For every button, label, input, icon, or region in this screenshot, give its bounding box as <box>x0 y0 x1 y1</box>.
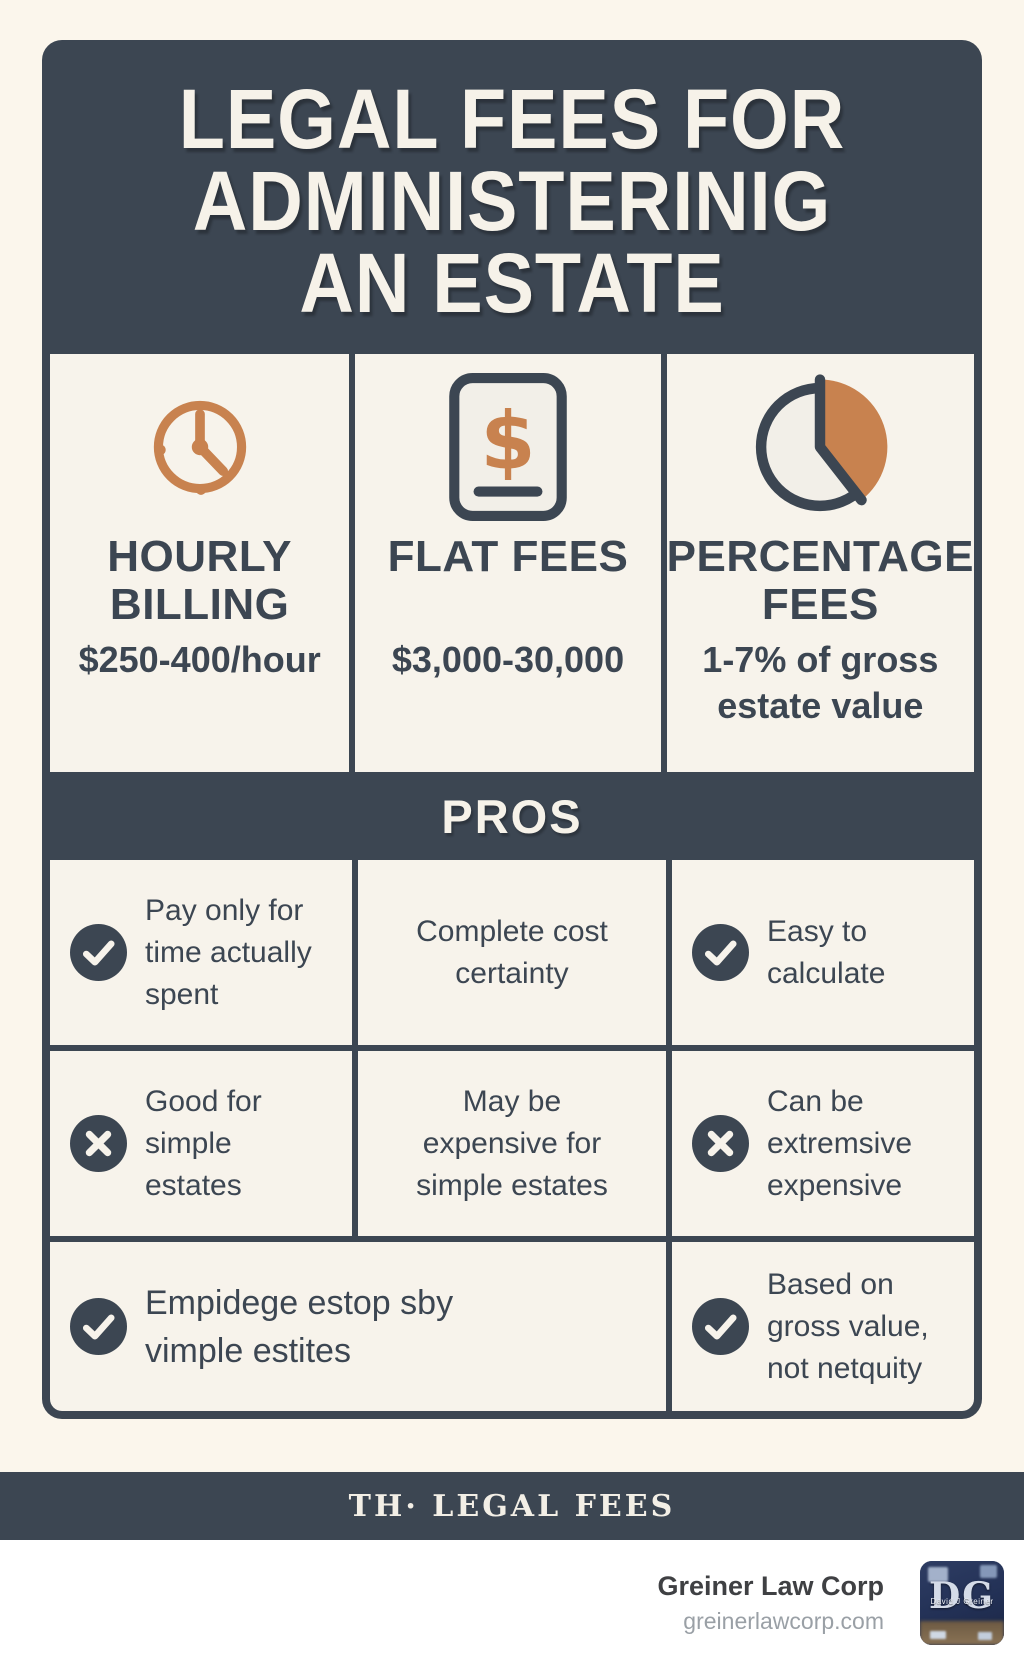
logo-monogram: DG <box>929 1575 995 1617</box>
attribution-text: Greiner Law Corp greinerlawcorp.com <box>657 1570 884 1636</box>
company-name: Greiner Law Corp <box>657 1571 884 1601</box>
cell-text: Complete cost certainty <box>416 914 608 990</box>
fee-name: PERCENTAGE FEES <box>666 532 974 629</box>
dollar-document-icon: $ <box>447 364 569 529</box>
check-circle-icon <box>70 1298 127 1355</box>
grid-cell-percentage-con: May be expensive for simple estates Can … <box>672 1051 974 1236</box>
cell-text: Based on gross value, not netquity <box>767 1267 929 1385</box>
grid-cell-hourly-pro: Pay only for time actually spent <box>50 860 352 1045</box>
pros-cons-grid: Pay only for time actually spent Complet… <box>50 860 974 1411</box>
grid-cell-merged-note: Empidege estop sby vimple estites <box>50 1242 666 1411</box>
pros-label: PROS <box>441 789 583 843</box>
logo-caption: David J Greiner <box>930 1597 994 1606</box>
logo-photo-detail <box>978 1632 992 1640</box>
title-line-2: ADMINISTERINIG <box>192 154 832 248</box>
logo-photo-detail <box>930 1631 946 1639</box>
cross-circle-icon <box>70 1115 127 1172</box>
fee-card-hourly-billing: HOURLY BILLING $250-400/hour <box>50 354 350 772</box>
attribution-strip: Greiner Law Corp greinerlawcorp.com DG D… <box>0 1540 1024 1666</box>
fee-type-row: HOURLY BILLING $250-400/hour $ FLAT FEES… <box>50 354 974 772</box>
page-background: LEGAL FEES FOR ADMINISTERINIG AN ESTATE … <box>0 0 1024 1472</box>
cell-text: Easy to calculate <box>767 914 886 990</box>
check-circle-icon <box>692 1298 749 1355</box>
cell-text: Can be extremsive expensive <box>767 1084 913 1202</box>
grid-cell-percentage-note: Based on gross value, not netquity <box>672 1242 974 1411</box>
footer-banner: TH· LEGAL FEES <box>0 1472 1024 1540</box>
pros-section-header: PROS <box>50 772 974 860</box>
company-website: greinerlawcorp.com <box>683 1608 884 1634</box>
logo-photo-detail <box>928 1567 948 1582</box>
fee-price: $3,000-30,000 <box>391 639 625 680</box>
fee-card-percentage-fees: PERCENTAGE FEES 1-7% of gross estate val… <box>666 354 974 772</box>
fee-price: $250-400/hour <box>78 639 321 680</box>
infographic-card: LEGAL FEES FOR ADMINISTERINIG AN ESTATE … <box>42 40 982 1419</box>
svg-text:$: $ <box>481 395 536 487</box>
page-title: LEGAL FEES FOR ADMINISTERINIG AN ESTATE <box>96 48 928 354</box>
cell-text: Pay only for time actually spent <box>145 893 312 1011</box>
title-line-1: LEGAL FEES FOR <box>178 72 846 166</box>
footer-banner-text: TH· LEGAL FEES <box>348 1488 676 1524</box>
cell-text: May be expensive for simple estates <box>416 1084 608 1202</box>
company-logo: DG David J Greiner <box>920 1561 1004 1645</box>
clock-icon <box>142 364 258 529</box>
cross-circle-icon <box>692 1115 749 1172</box>
title-line-3: AN ESTATE <box>299 236 725 330</box>
cell-text: Good for simple estates <box>145 1084 262 1202</box>
grid-cell-hourly-con: Good for simple estates <box>50 1051 352 1236</box>
check-circle-icon <box>692 924 749 981</box>
fee-card-flat-fees: $ FLAT FEES $3,000-30,000 <box>355 354 661 772</box>
cell-text: Empidege estop sby vimple estites <box>145 1283 454 1370</box>
logo-photo-detail <box>980 1565 997 1578</box>
grid-cell-flat-pro: Complete cost certainty <box>357 860 666 1045</box>
fee-price: 1-7% of gross estate value <box>702 639 939 726</box>
check-circle-icon <box>70 924 127 981</box>
fee-name: FLAT FEES <box>387 532 629 581</box>
fee-name: HOURLY BILLING <box>107 532 293 629</box>
grid-cell-flat-con: May be expensive for simple estates <box>357 1051 666 1236</box>
pie-chart-icon <box>744 364 896 529</box>
grid-cell-percentage-pro: Easy to calculate <box>672 860 974 1045</box>
